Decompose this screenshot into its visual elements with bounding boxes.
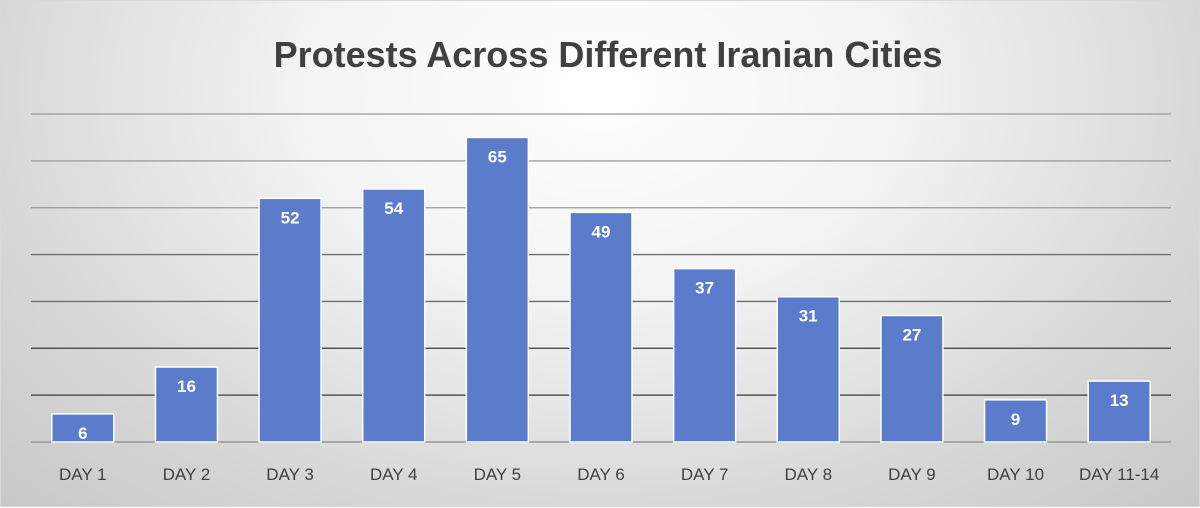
bar: [51, 413, 115, 443]
data-label: 6: [78, 424, 87, 443]
bar: [983, 399, 1048, 443]
bar: [361, 188, 426, 443]
x-tick-label: DAY 4: [370, 465, 418, 484]
x-tick-label: DAY 5: [474, 465, 522, 484]
x-tick-label: DAY 11-14: [1079, 465, 1159, 484]
x-tick-label: DAY 8: [784, 465, 832, 484]
x-tick-label: DAY 6: [577, 465, 625, 484]
bar: [776, 295, 841, 443]
bar: [154, 366, 219, 443]
bars: [51, 136, 1151, 443]
x-axis-tick-labels: DAY 1 DAY 2 DAY 3 DAY 4 DAY 5 DAY 6 DAY 7 DAY 8…: [59, 465, 1159, 484]
chart-title: Protests Across Different Iranian Cities: [274, 34, 943, 75]
data-label: 65: [488, 147, 507, 166]
bar: [258, 197, 322, 443]
x-tick-label: DAY 10: [987, 465, 1044, 484]
data-label: 9: [1011, 410, 1020, 429]
data-label: 49: [592, 222, 611, 241]
x-tick-label: DAY 7: [681, 465, 729, 484]
data-label: 16: [177, 377, 196, 396]
bar: [672, 267, 737, 443]
x-tick-label: DAY 1: [59, 465, 107, 484]
data-label: 54: [384, 199, 403, 218]
data-label: 31: [799, 307, 818, 326]
bar: [880, 314, 944, 443]
data-label: 27: [902, 325, 921, 344]
data-label: 37: [695, 279, 714, 298]
bar: [1087, 380, 1151, 443]
bar: [569, 211, 633, 443]
x-tick-label: DAY 9: [888, 465, 936, 484]
x-tick-label: DAY 2: [163, 465, 211, 484]
bar: [465, 136, 530, 443]
data-label: 13: [1110, 391, 1129, 410]
data-label: 52: [281, 208, 300, 227]
x-tick-label: DAY 3: [266, 465, 314, 484]
data-labels: 6 16 52 54 65 49 37 31 27 9 13: [78, 147, 1129, 442]
